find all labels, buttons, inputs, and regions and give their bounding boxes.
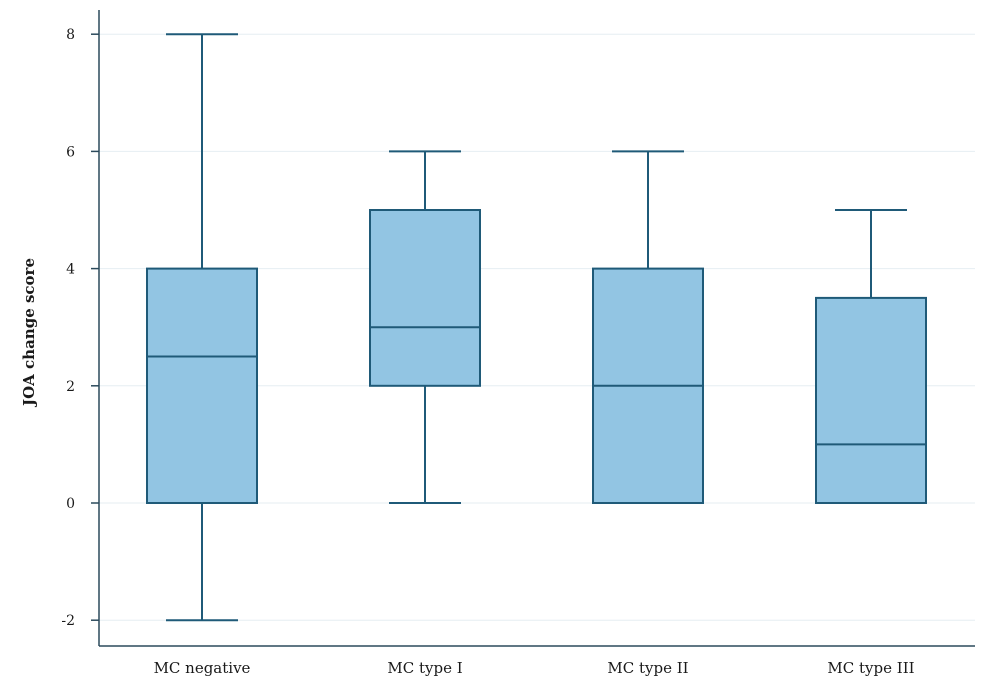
iqr-box (146, 267, 258, 504)
x-category-label: MC type III (827, 659, 914, 677)
iqr-box (815, 296, 927, 504)
y-tick-label: 8 (66, 27, 75, 43)
labels: -2 0 2 4 6 8 MC negative MC type I MC type II MC … (61, 27, 914, 677)
y-tick-label: 2 (66, 379, 75, 395)
box-group (146, 33, 258, 622)
boxes (146, 33, 927, 622)
x-category-label: MC negative (154, 659, 251, 677)
x-category-label: MC type II (607, 659, 688, 677)
y-tick-label: 4 (66, 262, 75, 278)
y-tick-label: 6 (66, 144, 75, 160)
iqr-box (369, 209, 481, 387)
x-category-label: MC type I (387, 659, 462, 677)
box-group (592, 150, 704, 504)
axes (91, 10, 975, 647)
box-group (815, 209, 927, 504)
y-tick-label: 0 (66, 496, 75, 512)
box-group (369, 150, 481, 504)
y-axis-title: JOA change score (20, 258, 38, 408)
y-tick-label: -2 (61, 613, 75, 629)
